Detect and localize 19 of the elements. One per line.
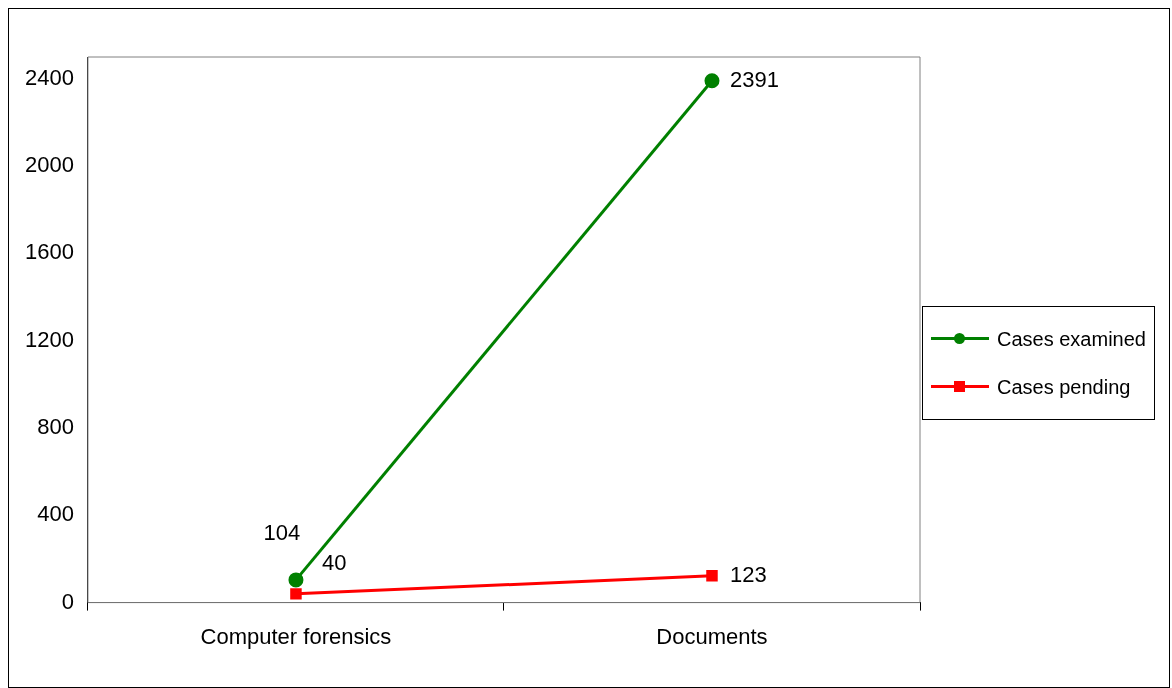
x-tick-label: Documents: [656, 623, 768, 649]
y-tick-label: 1600: [24, 239, 74, 265]
point: [704, 73, 720, 89]
data-label: 40: [321, 549, 347, 575]
y-tick-label: 2400: [24, 64, 74, 90]
data-label: 104: [263, 519, 301, 545]
x-tick-label: Computer forensics: [200, 623, 392, 649]
y-tick-label: 800: [37, 414, 74, 440]
data-label: 123: [729, 561, 767, 587]
point: [706, 570, 718, 582]
y-tick-label: 2000: [24, 152, 74, 178]
legend-label: Cases pending: [997, 375, 1131, 399]
y-tick-label: 400: [37, 501, 74, 527]
y-tick-label: 1200: [24, 326, 74, 352]
legend-label: Cases examined: [997, 327, 1146, 351]
y-tick-label: 0: [61, 588, 74, 614]
data-label: 2391: [729, 66, 779, 92]
point: [290, 588, 302, 600]
point: [288, 572, 304, 588]
